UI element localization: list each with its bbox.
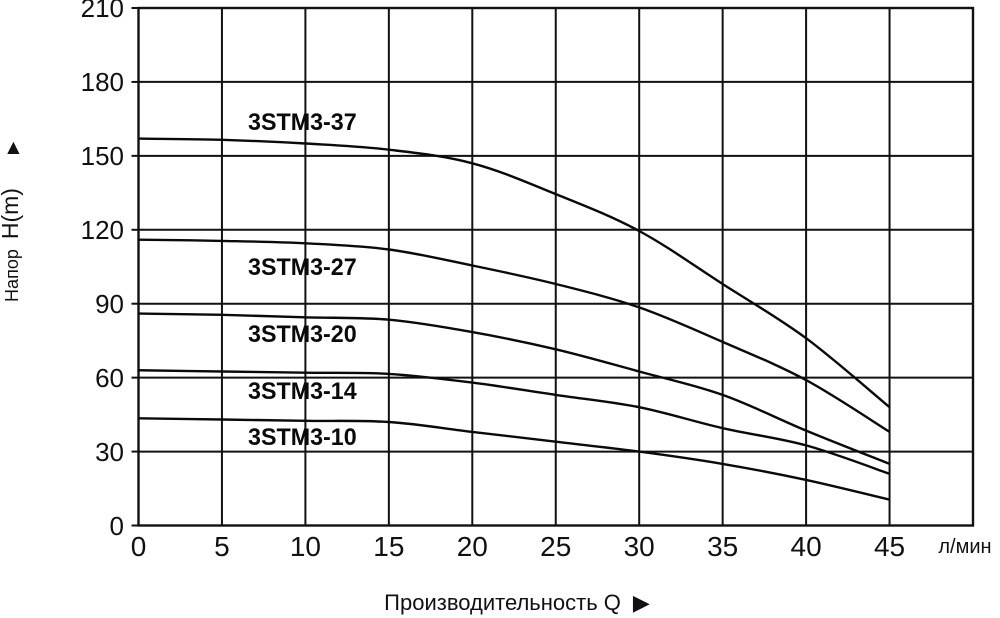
x-tick-label-45: 45 [873,531,906,562]
y-tick-label-180: 180 [80,66,124,97]
y-axis-up-arrow-icon: ▲ [3,136,24,159]
x-tick-label-0: 0 [130,531,147,562]
pump-curve-3STM3-37 [138,137,891,409]
curve-label-3stm3-27: 3STM3-27 [248,254,357,281]
x-axis-title-text: Производительность Q [384,590,621,615]
pump-curve-3STM3-14 [138,369,890,475]
x-axis-right-arrow-icon: ▶ [632,590,650,615]
curve-label-3stm3-20: 3STM3-20 [248,321,357,348]
x-tick-label-30: 30 [623,531,655,562]
y-axis-title-symbol: H(m) [0,188,23,240]
pump-curve-3STM3-20 [138,312,891,466]
x-tick-label-40: 40 [790,531,822,562]
curve-label-3stm3-37: 3STM3-37 [248,109,357,136]
y-axis-title: Напор H(m) [0,160,27,330]
y-tick-label-120: 120 [80,214,124,245]
x-tick-label-35: 35 [707,531,739,562]
x-tick-label-5: 5 [214,531,230,562]
y-tick-label-60: 60 [95,362,124,393]
y-tick-label-210: 210 [80,0,124,23]
y-tick-label-30: 30 [95,436,124,467]
pump-curve-3STM3-10 [138,417,890,501]
plot-border [137,6,975,527]
x-axis-title: Производительность Q ▶ [17,589,1000,617]
x-tick-label-25: 25 [540,531,572,562]
y-tick-label-0: 0 [109,510,124,541]
curve-label-3stm3-14: 3STM3-14 [248,378,357,405]
pump-curve-3STM3-27 [138,238,891,433]
curve-label-3stm3-10: 3STM3-10 [248,424,357,451]
y-tick-label-150: 150 [80,140,124,171]
x-tick-label-15: 15 [373,531,405,562]
x-axis-unit-label: л/мин [938,536,992,558]
x-tick-label-10: 10 [289,531,321,562]
y-tick-label-90: 90 [95,288,124,319]
y-axis-title-name: Напор [2,249,22,302]
x-tick-label-20: 20 [456,531,488,562]
